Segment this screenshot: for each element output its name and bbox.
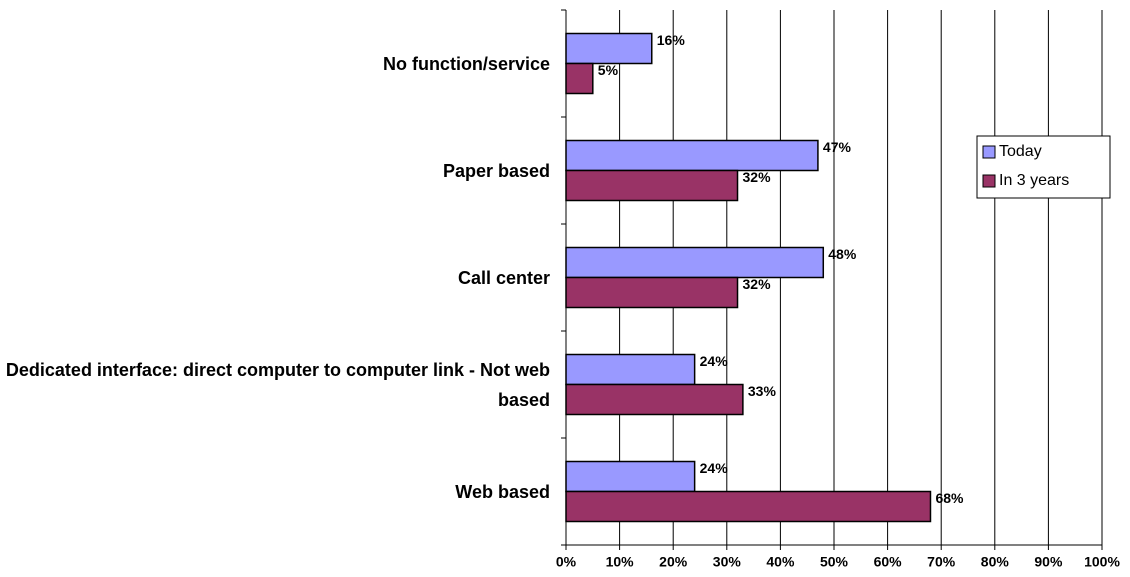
x-tick-label: 60% [874,554,903,570]
category-label: Dedicated interface: direct computer to … [5,359,550,410]
bar [565,246,825,279]
value-label: 68% [935,490,964,506]
value-label: 48% [828,246,857,262]
bar [565,139,819,172]
x-tick-label: 80% [981,554,1010,570]
bar [565,490,932,523]
legend-swatch [982,174,996,188]
value-label: 32% [743,169,772,185]
x-tick-label: 90% [1034,554,1063,570]
category-label: No function/service [382,53,550,74]
x-tick-label: 100% [1084,554,1120,570]
bar [565,276,739,309]
x-tick-label: 30% [713,554,742,570]
legend-label: In 3 years [999,172,1069,189]
legend-swatch [982,145,996,159]
category-label: Paper based [442,160,550,181]
legend-label: Today [999,143,1042,160]
value-label: 47% [823,139,852,155]
legend-box [976,135,1111,199]
x-tick-label: 20% [659,554,688,570]
value-label: 24% [700,460,729,476]
bar [565,460,696,493]
value-label: 24% [700,353,729,369]
x-tick-label: 40% [766,554,795,570]
value-label: 32% [743,276,772,292]
bar [565,383,744,416]
x-tick-label: 70% [927,554,956,570]
x-tick-label: 10% [606,554,635,570]
value-label: 16% [657,32,686,48]
value-label: 33% [748,383,777,399]
bar [565,62,594,95]
category-label: Web based [455,481,550,502]
x-tick-label: 50% [820,554,849,570]
category-label: Call center [457,267,550,288]
bar [565,32,653,65]
x-tick-label: 0% [556,554,577,570]
value-label: 5% [598,62,619,78]
bar [565,169,739,202]
bar [565,353,696,386]
